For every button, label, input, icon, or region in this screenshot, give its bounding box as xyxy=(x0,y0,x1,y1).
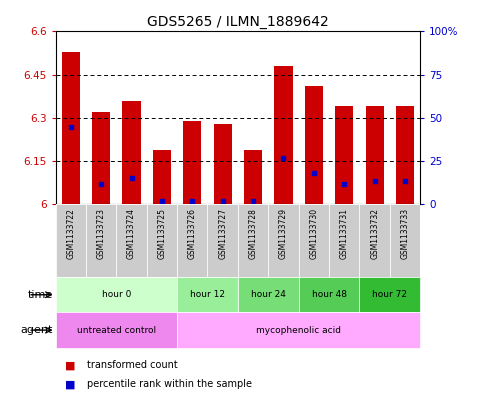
Text: GSM1133731: GSM1133731 xyxy=(340,208,349,259)
Bar xyxy=(56,277,177,312)
Bar xyxy=(305,86,323,204)
Text: agent: agent xyxy=(21,325,53,335)
Bar xyxy=(329,204,359,277)
Bar xyxy=(298,204,329,277)
Bar xyxy=(86,204,116,277)
Bar xyxy=(177,312,420,348)
Text: GSM1133726: GSM1133726 xyxy=(188,208,197,259)
Bar xyxy=(183,121,201,204)
Text: transformed count: transformed count xyxy=(87,360,178,371)
Text: GSM1133724: GSM1133724 xyxy=(127,208,136,259)
Text: GSM1133729: GSM1133729 xyxy=(279,208,288,259)
Text: GSM1133723: GSM1133723 xyxy=(97,208,106,259)
Bar xyxy=(177,204,208,277)
Bar xyxy=(92,112,110,204)
Text: GSM1133728: GSM1133728 xyxy=(249,208,257,259)
Text: hour 48: hour 48 xyxy=(312,290,346,299)
Bar xyxy=(62,51,80,204)
Bar xyxy=(274,66,293,204)
Bar xyxy=(244,150,262,204)
Text: hour 72: hour 72 xyxy=(372,290,407,299)
Text: ■: ■ xyxy=(65,360,76,371)
Bar xyxy=(359,277,420,312)
Text: time: time xyxy=(28,290,53,300)
Bar xyxy=(396,107,414,204)
Bar xyxy=(116,204,147,277)
Text: GSM1133722: GSM1133722 xyxy=(66,208,75,259)
Bar xyxy=(56,312,177,348)
Bar xyxy=(298,277,359,312)
Bar xyxy=(56,204,86,277)
Bar xyxy=(238,277,298,312)
Bar xyxy=(366,107,384,204)
Bar xyxy=(359,204,390,277)
Bar xyxy=(177,277,238,312)
Bar xyxy=(208,204,238,277)
Text: GSM1133730: GSM1133730 xyxy=(309,208,318,259)
Text: hour 12: hour 12 xyxy=(190,290,225,299)
Bar xyxy=(213,124,232,204)
Bar xyxy=(147,204,177,277)
Text: percentile rank within the sample: percentile rank within the sample xyxy=(87,379,252,389)
Text: hour 24: hour 24 xyxy=(251,290,286,299)
Text: GSM1133727: GSM1133727 xyxy=(218,208,227,259)
Title: GDS5265 / ILMN_1889642: GDS5265 / ILMN_1889642 xyxy=(147,15,329,29)
Text: mycophenolic acid: mycophenolic acid xyxy=(256,326,341,334)
Text: ■: ■ xyxy=(65,379,76,389)
Bar xyxy=(153,150,171,204)
Text: hour 0: hour 0 xyxy=(101,290,131,299)
Text: GSM1133725: GSM1133725 xyxy=(157,208,167,259)
Text: GSM1133733: GSM1133733 xyxy=(400,208,410,259)
Bar xyxy=(122,101,141,204)
Bar xyxy=(390,204,420,277)
Bar xyxy=(268,204,298,277)
Text: untreated control: untreated control xyxy=(77,326,156,334)
Bar xyxy=(238,204,268,277)
Text: GSM1133732: GSM1133732 xyxy=(370,208,379,259)
Bar xyxy=(335,107,354,204)
